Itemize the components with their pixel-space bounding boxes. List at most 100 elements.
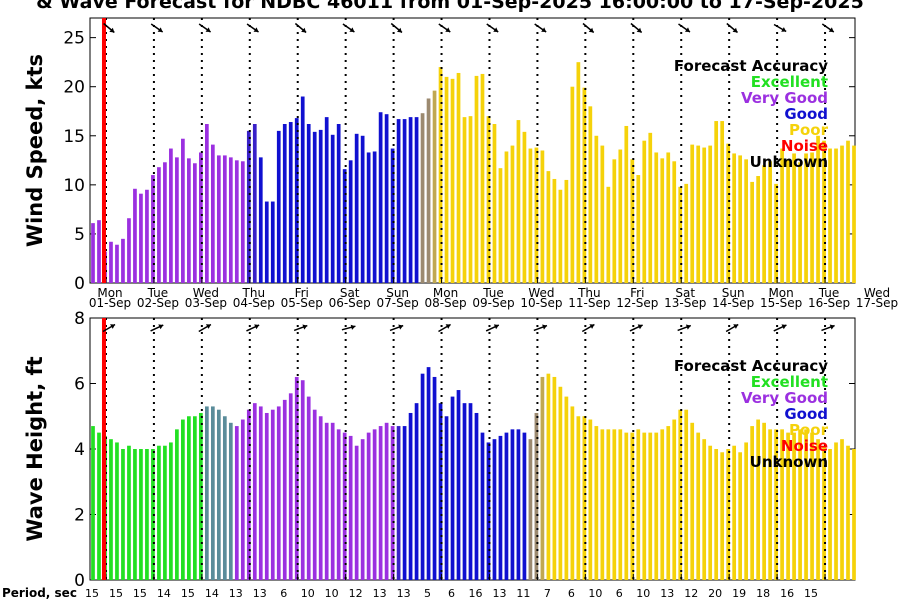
- bar: [618, 429, 623, 580]
- period-value: 6: [448, 587, 455, 600]
- y-axis-label: Wave Height, ft: [23, 356, 47, 541]
- bar: [552, 178, 557, 283]
- bar: [127, 218, 131, 283]
- bar: [163, 162, 167, 283]
- bar: [127, 445, 131, 580]
- bar: [402, 426, 407, 580]
- bar: [342, 169, 347, 283]
- bar: [696, 145, 701, 283]
- bar: [726, 143, 731, 283]
- bar: [492, 439, 497, 580]
- bar: [366, 152, 371, 283]
- bar: [588, 419, 593, 580]
- period-value: 6: [616, 587, 623, 600]
- direction-arrow-head: [781, 27, 787, 32]
- direction-arrow-head: [733, 324, 739, 329]
- bar: [636, 175, 641, 283]
- bar: [498, 168, 503, 283]
- bar: [486, 442, 491, 580]
- day-date: 15-Sep: [760, 296, 802, 310]
- bar: [594, 135, 599, 283]
- direction-arrow-head: [588, 27, 594, 33]
- bar: [756, 419, 760, 580]
- bar: [324, 117, 329, 283]
- bar: [342, 432, 347, 580]
- bar: [540, 376, 545, 580]
- direction-arrow-head: [205, 324, 211, 329]
- bar: [834, 442, 838, 580]
- bar: [139, 449, 143, 580]
- bar: [690, 422, 695, 580]
- bar: [157, 167, 161, 283]
- direction-arrow-head: [349, 27, 355, 33]
- bar: [444, 416, 449, 580]
- direction-arrow-head: [445, 27, 451, 33]
- bar: [97, 220, 101, 283]
- bar: [840, 145, 844, 283]
- bar: [822, 140, 826, 283]
- day-name: Tue: [147, 286, 169, 300]
- bar: [678, 186, 683, 283]
- bar: [600, 145, 605, 283]
- bar: [270, 201, 275, 283]
- bar: [264, 201, 269, 283]
- day-date: 04-Sep: [233, 296, 275, 310]
- bar: [264, 412, 269, 580]
- period-value: 13: [253, 587, 267, 600]
- bar: [522, 432, 527, 580]
- period-value: 10: [636, 587, 650, 600]
- bar: [318, 416, 323, 580]
- y-tick-label: 0: [74, 274, 85, 294]
- bar: [169, 442, 173, 580]
- legend-entry: Unknown: [750, 153, 828, 171]
- bar: [798, 162, 802, 283]
- direction-arrow-head: [254, 324, 260, 330]
- period-value: 10: [588, 587, 602, 600]
- bar: [690, 144, 695, 283]
- period-value: 11: [516, 587, 530, 600]
- direction-arrow-head: [542, 324, 547, 330]
- bar: [786, 432, 790, 580]
- period-value: 13: [492, 587, 506, 600]
- y-tick-label: 25: [63, 29, 85, 49]
- y-tick-label: 5: [74, 225, 85, 245]
- period-value: 20: [708, 587, 722, 600]
- bar: [480, 73, 485, 283]
- bar: [558, 189, 563, 283]
- bar: [684, 409, 689, 580]
- day-name: Sat: [340, 286, 360, 300]
- bar: [300, 96, 305, 283]
- bar: [834, 148, 838, 283]
- legend-title: Forecast Accuracy: [674, 57, 828, 75]
- bar: [582, 416, 587, 580]
- bar: [121, 238, 125, 283]
- bar: [534, 412, 539, 580]
- day-date: 07-Sep: [377, 296, 419, 310]
- bar: [504, 432, 509, 580]
- bar: [798, 429, 802, 580]
- period-value: 13: [660, 587, 674, 600]
- bar: [720, 121, 725, 283]
- legend-entry: Good: [784, 405, 828, 423]
- bar: [780, 429, 784, 580]
- legend-entry: Very Good: [741, 389, 828, 407]
- bar: [97, 432, 101, 580]
- direction-arrow-head: [493, 27, 499, 33]
- direction-arrow-head: [157, 27, 163, 33]
- y-axis-label: Wind Speed, kts: [23, 54, 47, 247]
- bar: [624, 125, 629, 284]
- bar: [330, 422, 335, 580]
- direction-arrow-head: [781, 324, 787, 330]
- bar: [660, 429, 665, 580]
- direction-arrow-head: [205, 27, 211, 33]
- bar: [402, 119, 407, 283]
- bar: [181, 419, 185, 580]
- bar: [564, 179, 569, 283]
- bar: [738, 155, 743, 283]
- legend-title: Forecast Accuracy: [674, 357, 828, 375]
- bar: [276, 130, 281, 283]
- bar: [91, 426, 95, 580]
- bar: [750, 181, 754, 283]
- bar: [696, 432, 701, 580]
- bar: [732, 445, 737, 580]
